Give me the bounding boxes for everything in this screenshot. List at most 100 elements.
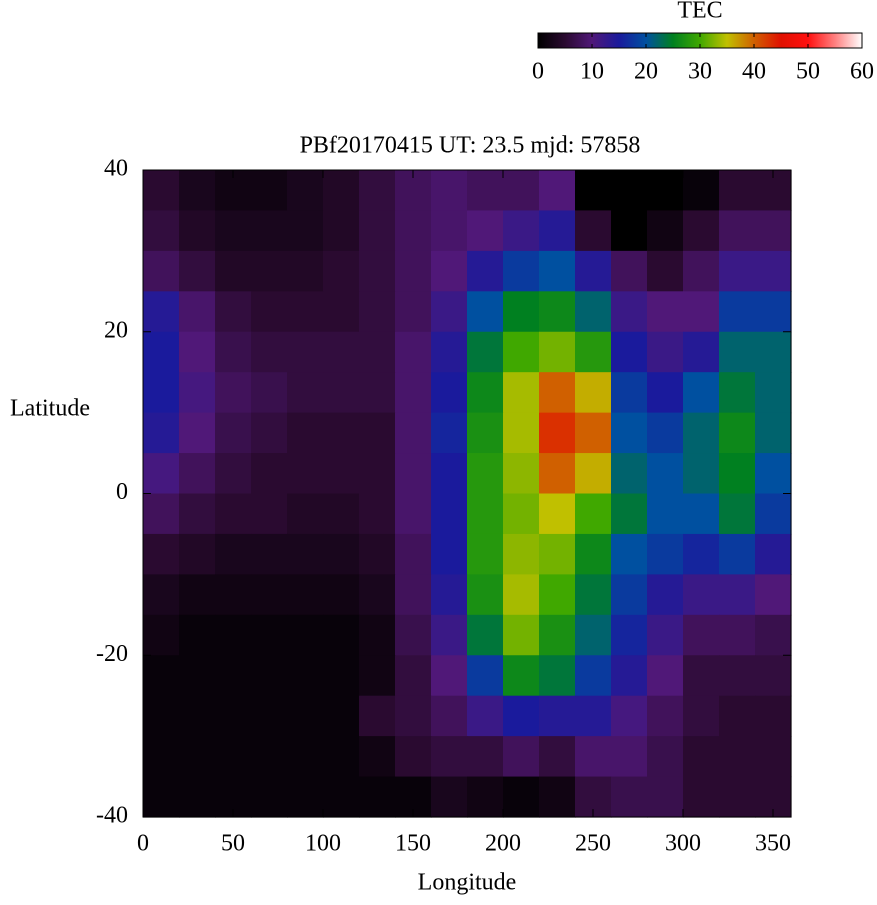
- heatmap-cell: [467, 250, 504, 292]
- colorbar-tick-label: 60: [850, 59, 874, 85]
- heatmap-cell: [287, 210, 324, 252]
- heatmap-cell: [611, 614, 648, 656]
- heatmap-cell: [755, 736, 792, 778]
- heatmap-cell: [323, 372, 360, 414]
- heatmap-cell: [647, 331, 684, 373]
- colorbar-tick-label: 0: [532, 59, 544, 85]
- heatmap-cell: [359, 614, 396, 656]
- heatmap-cell: [323, 170, 360, 212]
- heatmap-cell: [539, 695, 576, 737]
- heatmap-cell: [287, 291, 324, 333]
- heatmap-cell: [215, 736, 252, 778]
- heatmap-cell: [359, 533, 396, 575]
- heatmap-cell: [395, 250, 432, 292]
- heatmap-cell: [215, 493, 252, 535]
- heatmap-cell: [143, 695, 180, 737]
- heatmap-cell: [251, 533, 288, 575]
- heatmap-cell: [611, 695, 648, 737]
- heatmap-cell: [755, 210, 792, 252]
- heatmap-cell: [683, 736, 720, 778]
- heatmap-cell: [179, 372, 216, 414]
- heatmap-cell: [323, 695, 360, 737]
- heatmap-cell: [215, 574, 252, 616]
- heatmap-cell: [503, 533, 540, 575]
- y-tick-label: -40: [96, 803, 128, 829]
- heatmap-cell: [611, 574, 648, 616]
- heatmap-cell: [683, 210, 720, 252]
- heatmap-cell: [215, 250, 252, 292]
- heatmap-cell: [503, 614, 540, 656]
- colorbar-tick-label: 40: [742, 59, 766, 85]
- heatmap-cell: [287, 533, 324, 575]
- heatmap-cell: [251, 574, 288, 616]
- heatmap-cell: [683, 250, 720, 292]
- heatmap-cell: [143, 372, 180, 414]
- heatmap-cell: [431, 695, 468, 737]
- heatmap-cell: [611, 776, 648, 818]
- heatmap-cell: [647, 655, 684, 697]
- heatmap-cell: [611, 331, 648, 373]
- heatmap-cell: [647, 533, 684, 575]
- heatmap-cell: [431, 210, 468, 252]
- heatmap-cell: [431, 412, 468, 454]
- heatmap-cell: [395, 453, 432, 495]
- heatmap-cell: [683, 695, 720, 737]
- heatmap-cell: [683, 291, 720, 333]
- heatmap-cell: [179, 493, 216, 535]
- heatmap-cell: [179, 736, 216, 778]
- heatmap-cell: [575, 291, 612, 333]
- heatmap-cell: [755, 372, 792, 414]
- heatmap-cell: [503, 412, 540, 454]
- heatmap-cell: [575, 574, 612, 616]
- heatmap-cell: [503, 736, 540, 778]
- heatmap-cell: [431, 291, 468, 333]
- heatmap-cell: [143, 776, 180, 818]
- heatmap-cell: [683, 574, 720, 616]
- heatmap-cell: [143, 250, 180, 292]
- heatmap-cell: [287, 614, 324, 656]
- heatmap-cell: [539, 453, 576, 495]
- heatmap-cell: [647, 210, 684, 252]
- heatmap-cell: [611, 533, 648, 575]
- heatmap-cell: [251, 776, 288, 818]
- heatmap-cell: [467, 453, 504, 495]
- heatmap-cell: [539, 533, 576, 575]
- heatmap-cell: [503, 331, 540, 373]
- heatmap-cell: [287, 695, 324, 737]
- heatmap-cell: [719, 210, 756, 252]
- heatmap-cell: [503, 453, 540, 495]
- x-tick-label: 250: [575, 831, 611, 857]
- heatmap-cell: [503, 655, 540, 697]
- heatmap-cell: [539, 291, 576, 333]
- heatmap-cell: [575, 533, 612, 575]
- heatmap-cell: [575, 210, 612, 252]
- heatmap-cell: [323, 291, 360, 333]
- heatmap-cell: [323, 210, 360, 252]
- heatmap-cell: [575, 250, 612, 292]
- heatmap-cell: [539, 736, 576, 778]
- heatmap-cell: [251, 736, 288, 778]
- heatmap-cell: [719, 736, 756, 778]
- heatmap-cell: [395, 372, 432, 414]
- heatmap-cell: [395, 614, 432, 656]
- heatmap-cell: [467, 170, 504, 212]
- heatmap-cell: [251, 493, 288, 535]
- y-axis-label: Latitude: [10, 396, 90, 422]
- heatmap-cell: [287, 493, 324, 535]
- heatmap-cell: [647, 614, 684, 656]
- heatmap-cell: [215, 412, 252, 454]
- y-tick-label: -20: [96, 641, 128, 667]
- heatmap-cell: [719, 776, 756, 818]
- heatmap-cell: [323, 250, 360, 292]
- heatmap-cell: [467, 614, 504, 656]
- heatmap-cell: [359, 291, 396, 333]
- heatmap-cell: [179, 412, 216, 454]
- heatmap-cell: [611, 210, 648, 252]
- heatmap-cell: [575, 453, 612, 495]
- heatmap-cell: [143, 493, 180, 535]
- heatmap-cell: [683, 493, 720, 535]
- heatmap-cell: [539, 776, 576, 818]
- heatmap-cell: [143, 291, 180, 333]
- heatmap-cell: [287, 331, 324, 373]
- heatmap-cell: [251, 453, 288, 495]
